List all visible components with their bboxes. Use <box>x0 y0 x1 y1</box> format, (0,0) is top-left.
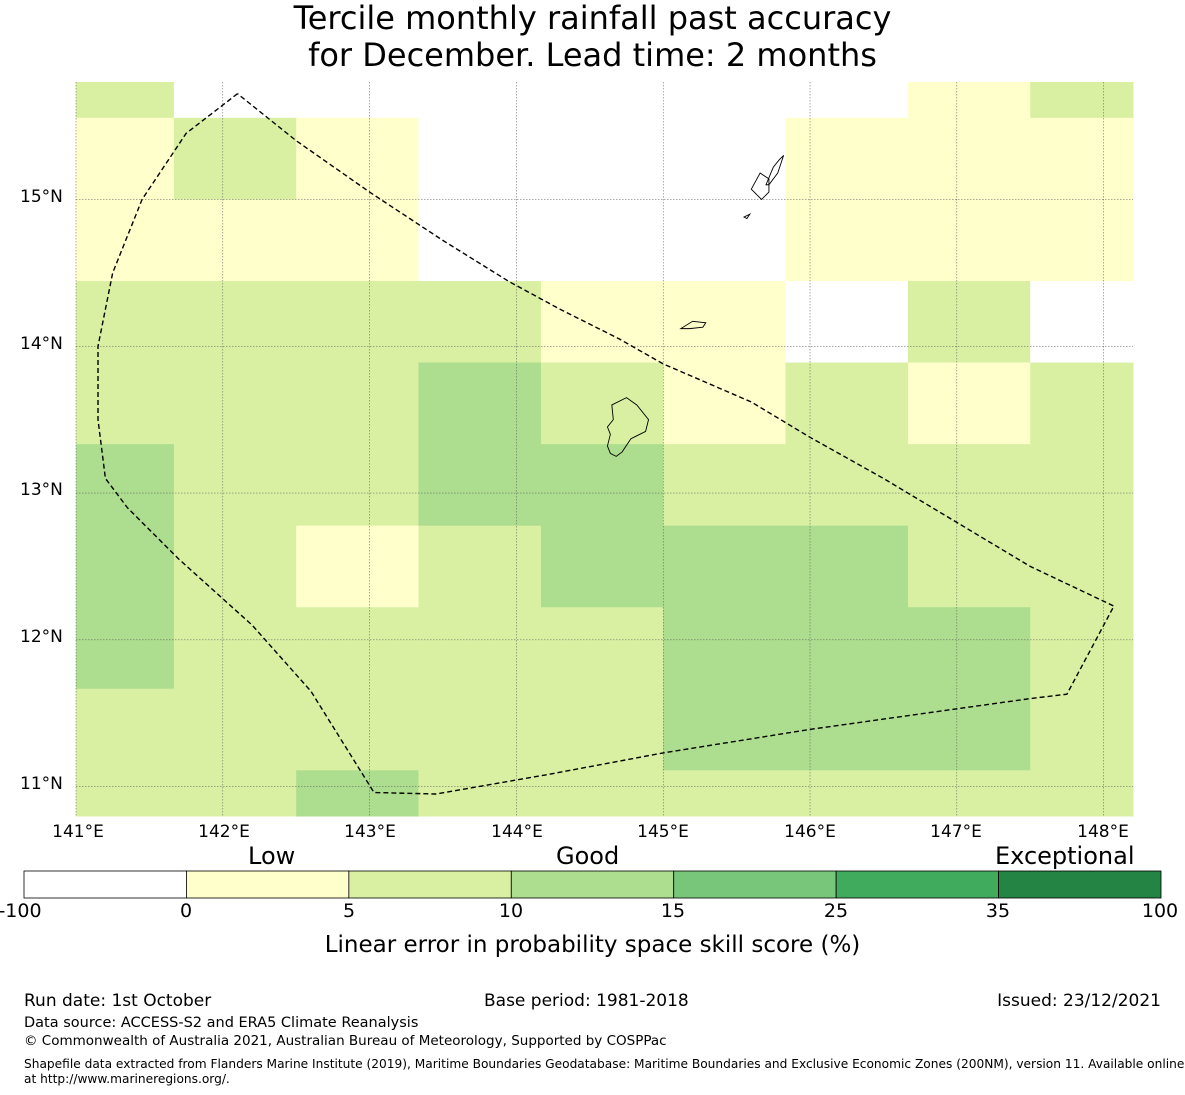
colorbar-xlabel: Linear error in probability space skill … <box>324 932 861 958</box>
colorbar-segment <box>835 870 999 899</box>
grid-cell <box>785 82 909 119</box>
colorbar-tick: 25 <box>823 900 849 922</box>
colorbar-segment <box>510 870 675 899</box>
chart-title-line2: for December. Lead time: 2 months <box>308 36 877 74</box>
colorbar-tick: 10 <box>498 900 524 922</box>
grid-cell <box>76 199 419 282</box>
shapefile-credit-line2: at http://www.marineregions.org/. <box>24 1072 230 1086</box>
grid-cell <box>785 199 1134 282</box>
grid-cell <box>1030 281 1134 364</box>
grid-cell <box>418 117 787 200</box>
island-outline <box>765 155 785 186</box>
grid-cell <box>296 770 419 817</box>
grid-cell <box>540 362 664 445</box>
colorbar-segment <box>23 870 187 899</box>
grid-cell <box>663 525 909 608</box>
grid-cell <box>907 281 1031 364</box>
grid-cell <box>76 770 297 817</box>
grid-cell <box>785 281 909 364</box>
islands <box>606 155 785 457</box>
colorbar-tick: 5 <box>342 900 356 922</box>
grid-cell <box>907 362 1031 445</box>
run-date: Run date: 1st October <box>24 991 212 1011</box>
colorbar-tick: 35 <box>985 900 1011 922</box>
grid-cell <box>173 444 419 527</box>
grid-cell <box>296 525 419 608</box>
lat-tick-14n: 14°N <box>20 334 63 354</box>
graticule <box>75 82 1133 816</box>
grid-cell <box>418 362 542 445</box>
grid-cell <box>1030 82 1134 119</box>
grid-cell <box>76 607 175 690</box>
lon-tick-145e: 145°E <box>637 822 689 842</box>
colorbar-tick: -100 <box>0 900 42 922</box>
lon-tick-147e: 147°E <box>930 822 982 842</box>
grid-cell <box>76 117 175 200</box>
colorbar-tick: 15 <box>660 900 686 922</box>
lon-tick-142e: 142°E <box>198 822 250 842</box>
lon-tick-141e: 141°E <box>52 822 104 842</box>
grid-cell <box>418 199 787 282</box>
grid-cell <box>663 688 1031 771</box>
grid-cell <box>173 82 297 119</box>
copyright: © Commonwealth of Australia 2021, Austra… <box>24 1033 667 1049</box>
grid-cell <box>76 444 175 527</box>
grid-cell <box>1030 688 1134 771</box>
grid-cell <box>76 362 419 445</box>
base-period: Base period: 1981-2018 <box>484 991 689 1011</box>
grid-cell <box>663 444 1134 527</box>
chart-title-line1: Tercile monthly rainfall past accuracy <box>293 0 892 37</box>
grid-cell <box>173 525 297 608</box>
issued-date: Issued: 23/12/2021 <box>997 991 1161 1011</box>
grid-cell <box>418 770 1134 817</box>
lon-tick-144e: 144°E <box>491 822 543 842</box>
colorbar-segment <box>186 870 350 899</box>
grid-cell <box>76 82 175 119</box>
grid-cell <box>540 525 664 608</box>
colorbar-segment <box>673 870 837 899</box>
grid-cell <box>296 82 419 119</box>
colorbar-label-good: Good <box>556 842 620 870</box>
lon-tick-143e: 143°E <box>344 822 396 842</box>
lon-tick-148e: 148°E <box>1077 822 1129 842</box>
colorbar-segment <box>998 870 1162 899</box>
eez-boundary <box>97 93 1115 795</box>
data-source: Data source: ACCESS-S2 and ERA5 Climate … <box>24 1015 419 1031</box>
grid-cell <box>907 525 1134 608</box>
grid-cell <box>76 281 542 364</box>
colorbar-label-low: Low <box>248 842 296 870</box>
island-outline <box>679 320 707 330</box>
lat-tick-11n: 11°N <box>20 774 63 794</box>
grid-cell <box>418 444 664 527</box>
colorbar-segment <box>348 870 512 899</box>
lat-tick-13n: 13°N <box>20 480 63 500</box>
colorbar-tick: 100 <box>1141 900 1179 922</box>
lon-tick-146e: 146°E <box>784 822 836 842</box>
grid-cell <box>296 117 419 200</box>
colorbar <box>23 870 1162 899</box>
grid-cell <box>663 362 787 445</box>
grid-cell <box>1030 362 1134 445</box>
colorbar-tick: 0 <box>179 900 193 922</box>
island-outline <box>742 212 752 220</box>
shapefile-credit-line1: Shapefile data extracted from Flanders M… <box>24 1057 1185 1071</box>
grid-cell <box>785 362 909 445</box>
grid-cell <box>418 525 542 608</box>
grid-cell <box>173 607 664 690</box>
grid-cell <box>785 117 1134 200</box>
island-outline <box>606 397 650 457</box>
grid-cell <box>173 117 297 200</box>
lat-tick-12n: 12°N <box>20 627 63 647</box>
lat-tick-15n: 15°N <box>20 187 63 207</box>
grid-cell <box>907 82 1031 119</box>
colorbar-label-exceptional: Exceptional <box>995 842 1135 870</box>
grid-cell <box>663 607 1031 690</box>
grid-cell <box>1030 607 1134 690</box>
island-outline <box>750 172 770 201</box>
skill-grid <box>76 82 1134 817</box>
grid-cell <box>76 525 175 608</box>
grid-cell <box>418 82 787 119</box>
